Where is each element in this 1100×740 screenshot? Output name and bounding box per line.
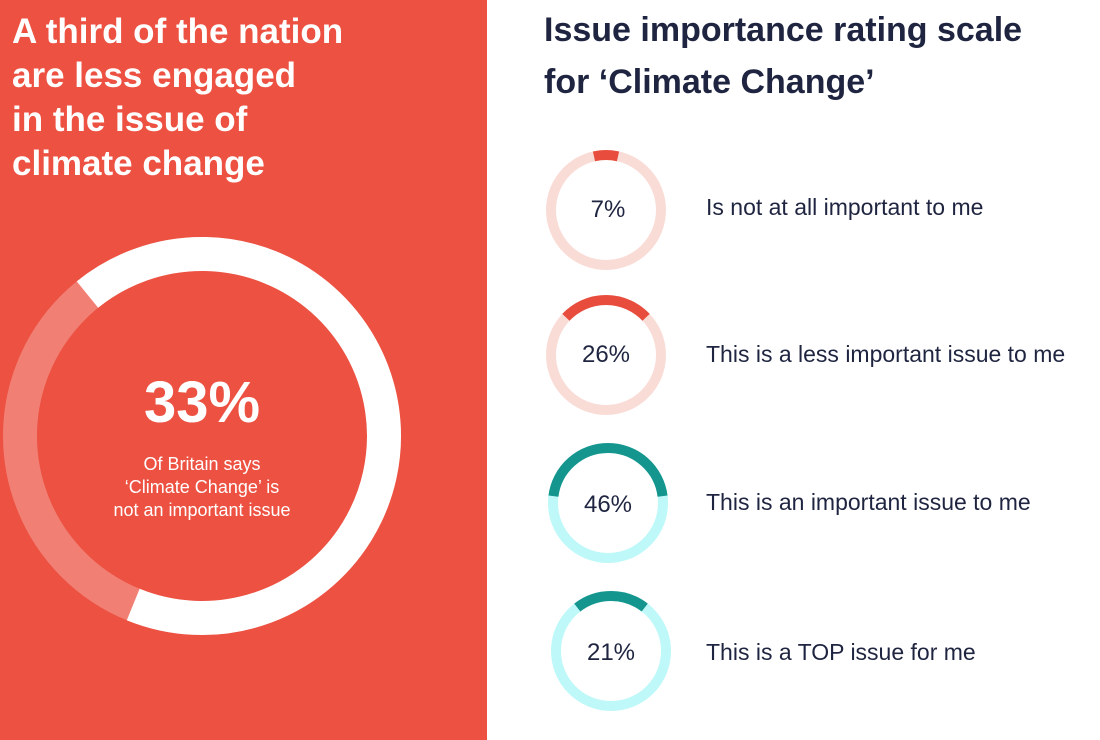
row-label: This is a TOP issue for me (706, 639, 976, 665)
ring-value: 46% (583, 491, 633, 518)
ring-value-arc (574, 591, 648, 612)
ring-value: 21% (586, 639, 636, 666)
row-label: This is an important issue to me (706, 489, 1031, 515)
ring-value: 26% (581, 341, 631, 368)
chart-title: Issue importance rating scale for ‘Clima… (544, 4, 1084, 108)
big-percent-value: 33% (143, 370, 261, 435)
ring-value-arc (592, 150, 620, 162)
ring-value: 7% (590, 196, 626, 223)
headline: A third of the nation are less engaged i… (12, 10, 432, 186)
row-label: Is not at all important to me (706, 194, 984, 220)
ring-value-arc (562, 295, 650, 321)
row-label: This is a less important issue to me (706, 341, 1066, 367)
headline-line: climate change (12, 144, 265, 183)
caption-line: not an important issue (113, 500, 291, 520)
chart-title-line: for ‘Climate Change’ (544, 63, 875, 101)
donut-segment-important (76, 237, 401, 635)
headline-line: are less engaged (12, 56, 297, 95)
caption-line: Of Britain says (143, 454, 261, 474)
ring-value-arc (548, 442, 668, 497)
caption-line: ‘Climate Change’ is (124, 477, 280, 497)
chart-title-line: Issue importance rating scale (544, 11, 1023, 49)
headline-line: in the issue of (12, 100, 248, 139)
headline-line: A third of the nation (12, 12, 344, 51)
big-donut-chart (3, 237, 401, 635)
left-panel: A third of the nation are less engaged i… (0, 0, 487, 740)
big-donut-caption: Of Britain says ‘Climate Change’ is not … (62, 453, 342, 522)
